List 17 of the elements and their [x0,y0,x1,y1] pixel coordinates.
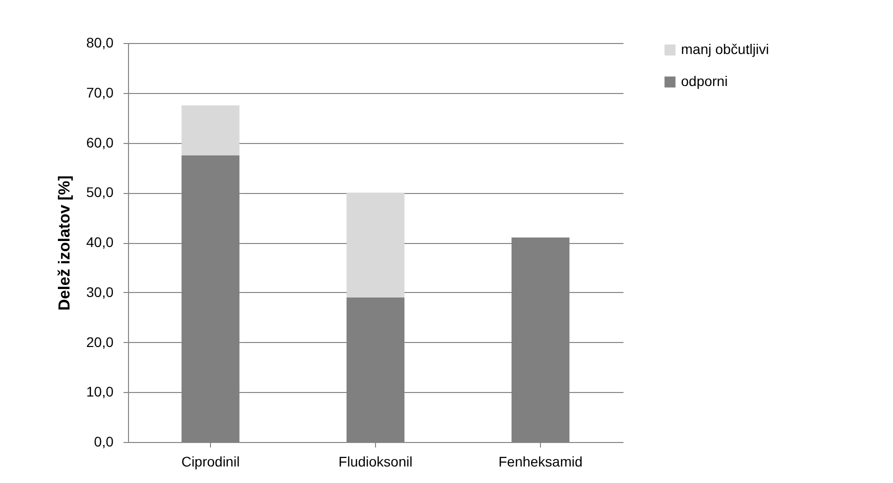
legend-label: manj občutljivi [681,41,769,57]
y-axis-title: Delež izolatov [%] [56,175,74,311]
y-tick-label: 80,0 [86,34,114,50]
x-tick-label: Ciprodinil [181,454,240,470]
bar [182,105,240,156]
y-tick-label: 20,0 [86,334,114,350]
y-tick-label: 70,0 [86,84,114,100]
y-tick-label: 50,0 [86,184,114,200]
bar [346,192,404,298]
x-tick-label: Fludioksonil [338,454,412,470]
y-tick-label: 30,0 [86,284,114,300]
y-tick-label: 60,0 [86,134,114,150]
y-tick-label: 40,0 [86,234,114,250]
y-tick-label: 10,0 [86,384,114,400]
x-tick-label: Fenheksamid [498,454,583,470]
legend-label: odporni [681,73,728,89]
y-tick-label: 0,0 [94,434,114,450]
